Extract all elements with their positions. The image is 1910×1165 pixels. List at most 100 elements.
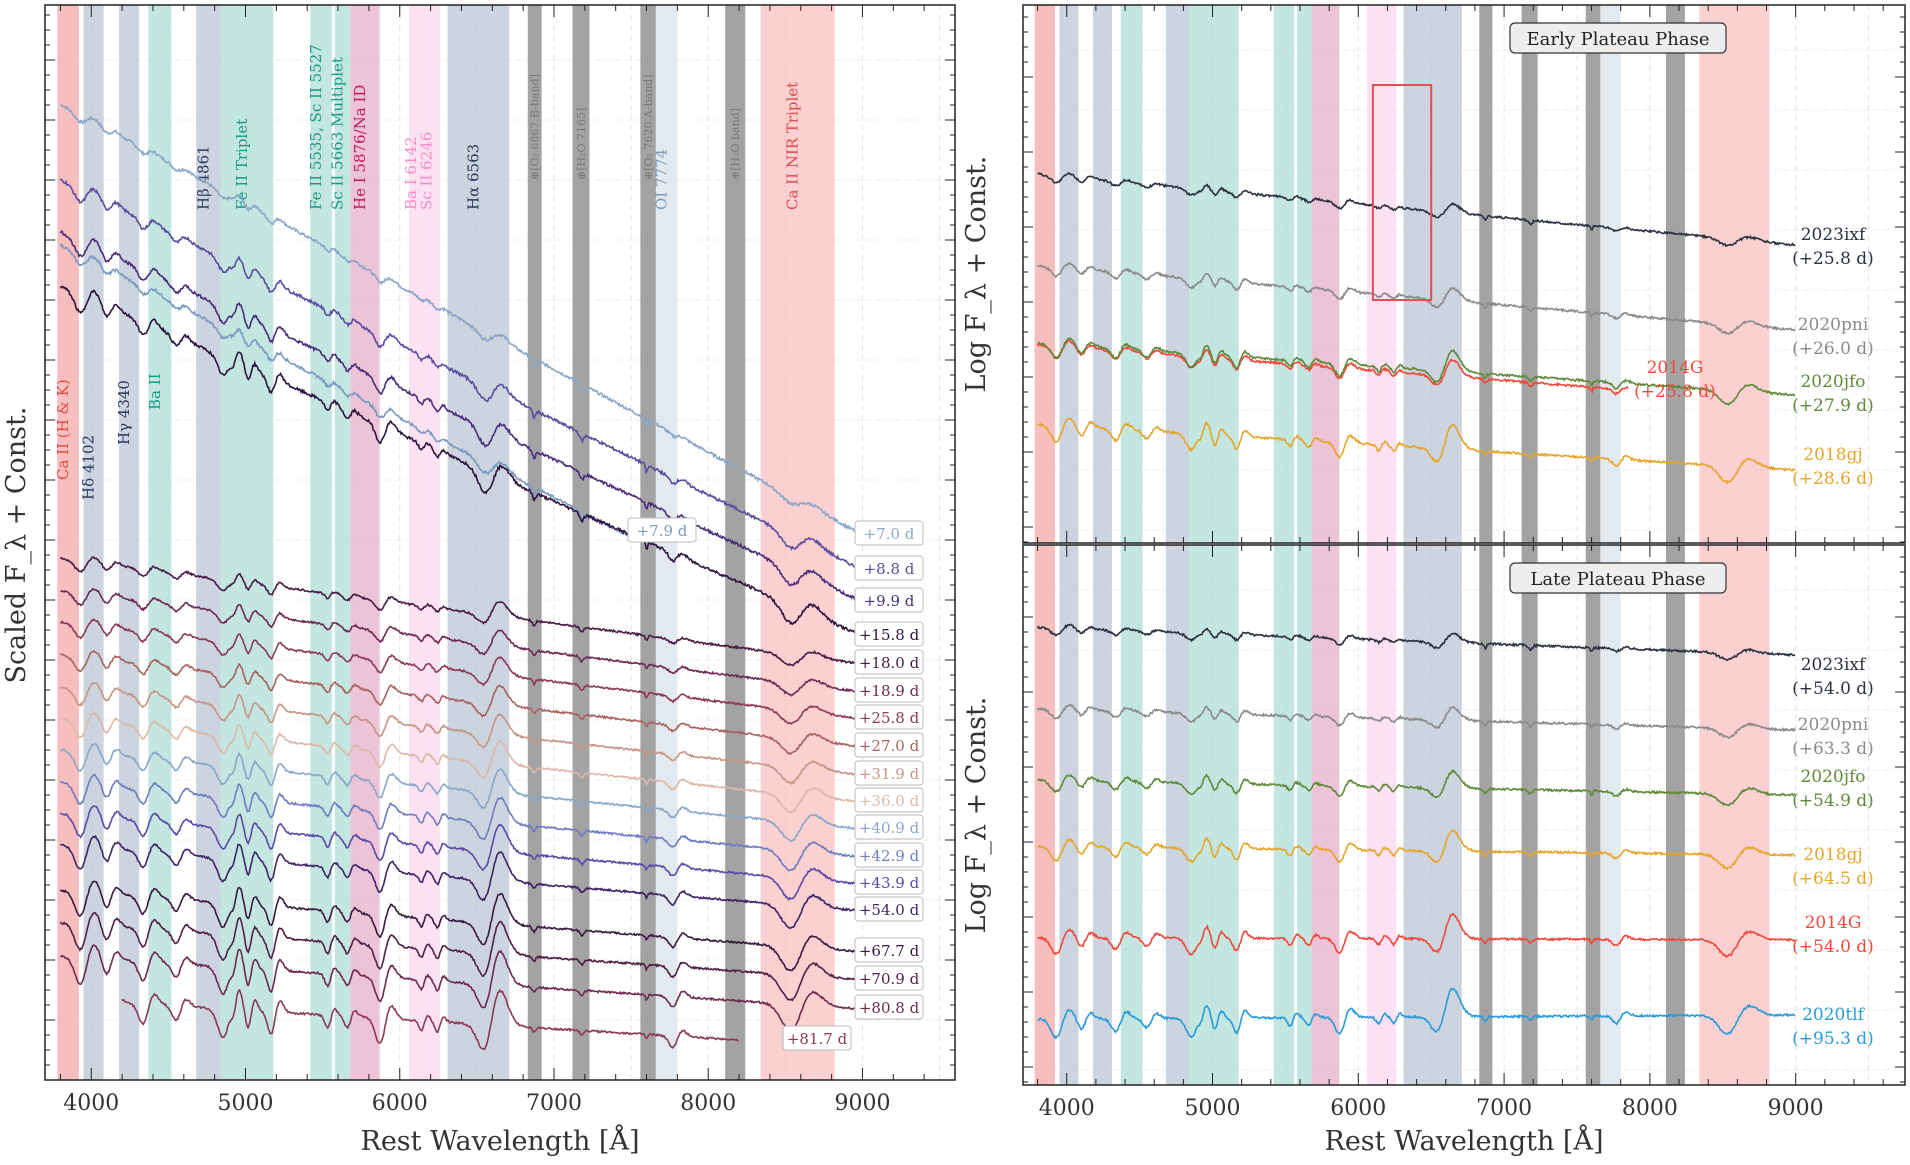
band-label: Ba I 6142 xyxy=(402,136,420,210)
x-tick-label: 8000 xyxy=(1622,1096,1678,1121)
telluric-band xyxy=(1521,5,1538,543)
sn-name-label: 2023ixf xyxy=(1801,225,1867,245)
line-band xyxy=(1380,545,1397,1085)
phase-label-box xyxy=(854,587,924,613)
line-band xyxy=(119,5,140,1080)
telluric-label: ⊕[O₂ 6867 B-band] xyxy=(529,74,542,180)
phase-label: +7.9 d xyxy=(637,522,688,540)
spectrum-line xyxy=(1037,829,1796,871)
spectrum-line xyxy=(59,943,863,1033)
line-band xyxy=(1059,545,1079,1085)
sn-name-label: 2020jfo xyxy=(1800,372,1865,392)
phase-label: +25.8 d xyxy=(859,709,920,727)
line-band xyxy=(447,5,510,1080)
spectrum-line xyxy=(59,773,863,872)
sn-phase-label: (+25.8 d) xyxy=(1792,249,1874,269)
spectrum-line xyxy=(1036,261,1796,336)
spectrum-line xyxy=(59,230,862,603)
top-right-panel: 2023ixf (+25.8 d) 2020pni (+26.0 d) 2014G (+2… xyxy=(961,4,1906,544)
band-label: OI 7774 xyxy=(653,149,671,210)
spectrum-line xyxy=(1037,987,1796,1040)
band-label: Sc II 5663 Multiplet xyxy=(329,57,347,210)
sn-phase-label: (+63.3 d) xyxy=(1792,739,1874,759)
highlight-box xyxy=(1371,84,1433,301)
phase-label: +54.0 d xyxy=(859,901,920,919)
axes-frame xyxy=(1022,544,1906,1086)
sn-name-label: 2014G xyxy=(1805,913,1862,933)
phase-title: Late Plateau Phase xyxy=(1530,569,1705,590)
phase-label: +9.9 d xyxy=(864,592,915,610)
spectrum-line xyxy=(59,805,862,901)
band-label: He I 5876/Na ID xyxy=(351,85,369,210)
line-band xyxy=(1092,545,1112,1085)
spectrum-line xyxy=(59,880,863,972)
x-tick-label: 7000 xyxy=(526,1091,582,1116)
x-tick-label: 6000 xyxy=(1330,1096,1386,1121)
spectrum-line xyxy=(1036,623,1796,662)
x-tick-label: 5000 xyxy=(218,1091,274,1116)
band-label: Ca II NIR Triplet xyxy=(784,82,802,210)
phase-title-box xyxy=(1509,562,1727,594)
line-band xyxy=(1120,545,1143,1085)
line-band xyxy=(1034,5,1056,543)
phase-label: +18.9 d xyxy=(859,682,920,700)
left-panel: Ca II (H & K) Hδ 4102 Hγ 4340 Ba II Hβ 4861 F… xyxy=(1,4,956,1157)
spectrum-line xyxy=(1037,417,1796,485)
spectrum-line xyxy=(1037,337,1796,406)
spectrum-line xyxy=(59,649,863,756)
telluric-band xyxy=(572,5,590,1080)
phase-label-box xyxy=(854,621,924,647)
band-label: Fe II Triplet xyxy=(233,119,251,210)
phase-label: +43.9 d xyxy=(859,874,920,892)
spectrum-line xyxy=(1037,172,1796,248)
phase-label-box xyxy=(854,994,924,1020)
plot-area xyxy=(1023,545,1905,1085)
line-band xyxy=(1034,545,1056,1085)
phase-label-box xyxy=(854,787,924,813)
spectrum-line xyxy=(59,178,863,572)
band-label: Hδ 4102 xyxy=(80,435,98,500)
spectrum-line xyxy=(59,243,632,538)
line-band xyxy=(1600,545,1621,1085)
phase-label-box xyxy=(854,814,924,840)
phase-label: +67.7 d xyxy=(859,942,920,960)
phase-label-box xyxy=(854,760,924,786)
x-tick-label: 7000 xyxy=(1476,1096,1532,1121)
telluric-band xyxy=(1521,545,1538,1085)
phase-label: +81.7 d xyxy=(787,1030,848,1048)
telluric-band xyxy=(1665,5,1685,543)
spectrum-line xyxy=(1037,769,1796,807)
phase-label-box xyxy=(854,732,924,758)
phase-label-box xyxy=(854,677,924,703)
phase-label: +8.8 d xyxy=(864,560,915,578)
spectrum-line xyxy=(1036,339,1629,396)
phase-label-box xyxy=(854,965,924,991)
phase-label: +70.9 d xyxy=(859,970,920,988)
line-band xyxy=(1297,545,1312,1085)
phase-label-box xyxy=(854,555,924,581)
phase-label-box xyxy=(854,649,924,675)
y-axis-title: Log F_λ + Const. xyxy=(961,156,992,393)
axes-frame xyxy=(1022,4,1906,544)
sn-phase-label: (+64.5 d) xyxy=(1792,869,1874,889)
sn-name-label: 2020jfo xyxy=(1800,767,1865,787)
band-label: Hβ 4861 xyxy=(194,145,212,210)
phase-label: +80.8 d xyxy=(859,999,920,1017)
phase-title-box xyxy=(1509,22,1727,54)
telluric-band xyxy=(527,5,542,1080)
spectrum-line xyxy=(60,103,863,537)
spectrum-line xyxy=(59,618,863,725)
line-band xyxy=(1120,5,1143,543)
sn-phase-label: (+95.3 d) xyxy=(1792,1029,1874,1049)
sn-phase-label: (+28.6 d) xyxy=(1792,469,1874,489)
bottom-right-panel: 2023ixf (+54.0 d) 2020pni (+63.3 d) 2020jfo (… xyxy=(961,544,1906,1157)
line-band xyxy=(57,5,79,1080)
band-label: Sc II 6246 xyxy=(417,132,435,210)
sn-phase-label: (+27.9 d) xyxy=(1792,396,1874,416)
sn-phase-label: (+54.9 d) xyxy=(1792,791,1874,811)
x-tick-label: 8000 xyxy=(680,1091,736,1116)
line-band xyxy=(1189,5,1239,543)
line-band xyxy=(1165,5,1190,543)
x-tick-label: 4000 xyxy=(1039,1096,1095,1121)
phase-label-box xyxy=(854,937,924,963)
